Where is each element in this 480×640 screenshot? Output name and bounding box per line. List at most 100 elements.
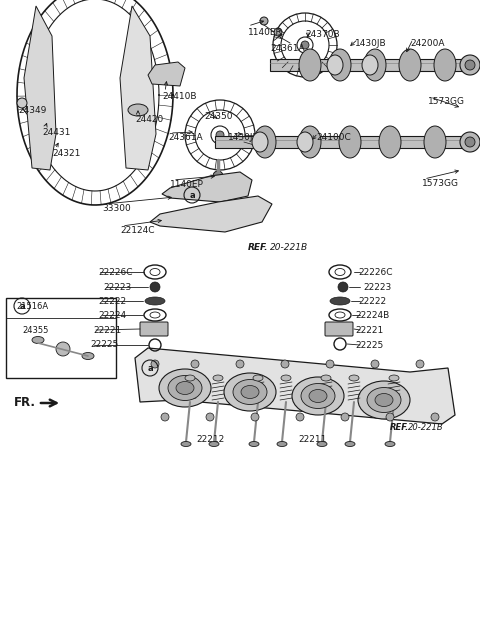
- Circle shape: [251, 413, 259, 421]
- Polygon shape: [148, 62, 185, 86]
- Text: 24361A: 24361A: [168, 132, 203, 141]
- Circle shape: [296, 413, 304, 421]
- Text: 22211: 22211: [298, 435, 326, 445]
- Ellipse shape: [399, 49, 421, 81]
- Text: 20-221B: 20-221B: [408, 424, 444, 433]
- Circle shape: [236, 360, 244, 368]
- Circle shape: [260, 17, 268, 25]
- Ellipse shape: [277, 442, 287, 447]
- Circle shape: [191, 360, 199, 368]
- Ellipse shape: [375, 394, 393, 406]
- Circle shape: [460, 55, 480, 75]
- Polygon shape: [150, 196, 272, 232]
- Ellipse shape: [349, 375, 359, 381]
- Ellipse shape: [181, 442, 191, 447]
- Circle shape: [465, 137, 475, 147]
- Text: 24410B: 24410B: [162, 92, 196, 100]
- Ellipse shape: [385, 442, 395, 447]
- Ellipse shape: [224, 373, 276, 411]
- Text: REF.: REF.: [248, 243, 268, 252]
- Ellipse shape: [252, 132, 268, 152]
- Ellipse shape: [358, 381, 410, 419]
- Text: 22222: 22222: [98, 296, 126, 305]
- Text: 22221: 22221: [355, 326, 383, 335]
- Text: 24361A: 24361A: [270, 44, 305, 52]
- Text: 22222: 22222: [358, 296, 386, 305]
- Ellipse shape: [301, 383, 335, 408]
- Ellipse shape: [321, 375, 331, 381]
- Text: 1430JB: 1430JB: [355, 38, 386, 47]
- Ellipse shape: [330, 297, 350, 305]
- Text: 1573GG: 1573GG: [422, 179, 459, 188]
- Circle shape: [465, 60, 475, 70]
- Circle shape: [150, 282, 160, 292]
- Ellipse shape: [213, 375, 223, 381]
- Circle shape: [416, 360, 424, 368]
- FancyBboxPatch shape: [6, 298, 116, 378]
- Circle shape: [274, 28, 282, 36]
- Ellipse shape: [253, 375, 263, 381]
- Ellipse shape: [434, 49, 456, 81]
- Text: 22221: 22221: [93, 326, 121, 335]
- Text: 22212: 22212: [196, 435, 224, 445]
- Text: 24350: 24350: [204, 111, 232, 120]
- Circle shape: [326, 360, 334, 368]
- Text: 24370B: 24370B: [305, 29, 340, 38]
- Ellipse shape: [128, 104, 148, 116]
- Ellipse shape: [176, 381, 194, 394]
- Text: 22226C: 22226C: [98, 268, 132, 276]
- Text: 1140ER: 1140ER: [248, 28, 283, 36]
- Ellipse shape: [424, 126, 446, 158]
- Text: 1430JB: 1430JB: [228, 132, 260, 141]
- Text: 22223: 22223: [103, 282, 131, 291]
- Circle shape: [371, 360, 379, 368]
- Ellipse shape: [249, 442, 259, 447]
- Text: 20-221B: 20-221B: [270, 243, 308, 252]
- Text: 22226C: 22226C: [358, 268, 393, 276]
- Circle shape: [216, 131, 224, 139]
- Ellipse shape: [362, 55, 378, 75]
- Text: 22223: 22223: [363, 282, 391, 291]
- Circle shape: [386, 413, 394, 421]
- Ellipse shape: [364, 49, 386, 81]
- Circle shape: [56, 342, 70, 356]
- Circle shape: [301, 41, 309, 49]
- Text: 22224B: 22224B: [355, 310, 389, 319]
- Circle shape: [206, 413, 214, 421]
- Ellipse shape: [168, 376, 202, 401]
- Text: 24349: 24349: [18, 106, 47, 115]
- Circle shape: [17, 98, 27, 108]
- Text: 24200A: 24200A: [410, 38, 444, 47]
- Ellipse shape: [145, 297, 165, 305]
- Text: FR.: FR.: [14, 397, 36, 410]
- Circle shape: [161, 413, 169, 421]
- Text: 22225: 22225: [355, 340, 383, 349]
- Ellipse shape: [309, 390, 327, 403]
- Polygon shape: [270, 59, 470, 71]
- Ellipse shape: [159, 369, 211, 407]
- Ellipse shape: [345, 442, 355, 447]
- Ellipse shape: [281, 375, 291, 381]
- Ellipse shape: [379, 126, 401, 158]
- Polygon shape: [120, 6, 156, 170]
- Text: 22225: 22225: [90, 339, 118, 349]
- FancyBboxPatch shape: [140, 322, 168, 336]
- Circle shape: [341, 413, 349, 421]
- Ellipse shape: [389, 375, 399, 381]
- Ellipse shape: [299, 49, 321, 81]
- Ellipse shape: [329, 49, 351, 81]
- Circle shape: [213, 171, 223, 181]
- Text: 1573GG: 1573GG: [428, 97, 465, 106]
- Text: a: a: [189, 191, 195, 200]
- Text: 1140EP: 1140EP: [170, 179, 204, 189]
- Polygon shape: [24, 6, 56, 170]
- Text: REF.: REF.: [390, 424, 409, 433]
- Text: 21516A: 21516A: [16, 301, 48, 310]
- Circle shape: [211, 126, 229, 144]
- Text: 22124C: 22124C: [120, 225, 155, 234]
- Text: a: a: [19, 301, 25, 310]
- Circle shape: [281, 360, 289, 368]
- Circle shape: [338, 282, 348, 292]
- Ellipse shape: [241, 385, 259, 399]
- Ellipse shape: [32, 337, 44, 344]
